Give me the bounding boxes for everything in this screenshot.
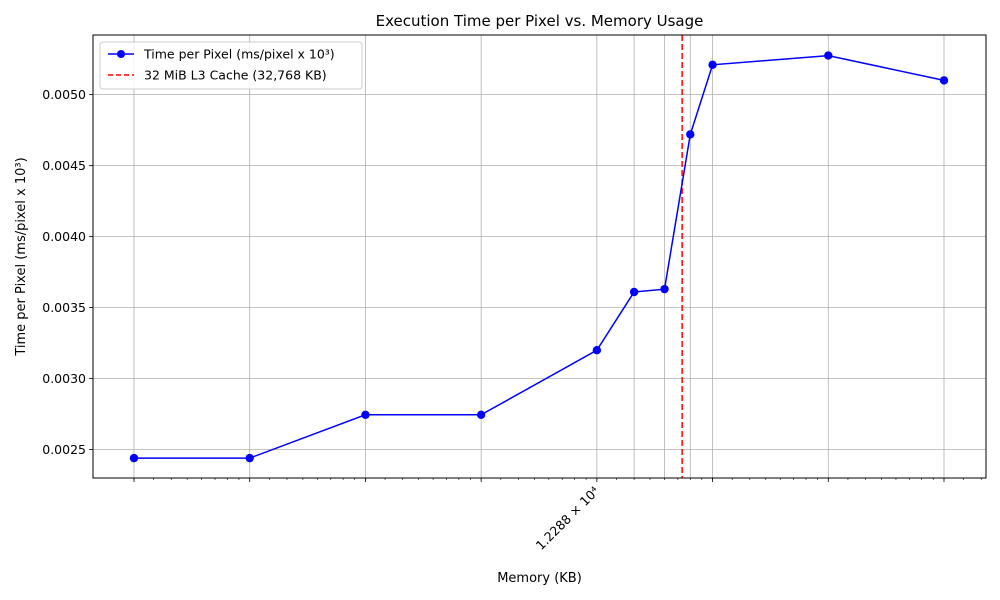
y-axis: 0.0025 0.0030 0.0035 0.0040 0.0045 0.0050 (42, 87, 93, 457)
y-tick-label: 0.0030 (42, 371, 86, 386)
data-point (592, 346, 602, 355)
data-point (129, 453, 139, 463)
plot-frame (92, 34, 987, 479)
grid (93, 35, 986, 478)
data-point (476, 410, 486, 420)
data-point (686, 130, 695, 139)
data-point (660, 284, 669, 294)
x-axis-title: Memory (KB) (497, 571, 582, 586)
y-tick-label: 0.0040 (42, 229, 86, 244)
y-tick-label: 0.0050 (42, 87, 86, 102)
legend-series-marker-swatch (117, 50, 125, 58)
data-point (245, 453, 254, 463)
y-axis-title: Time per Pixel (ms/pixel x 10³) (14, 157, 29, 356)
legend: Time per Pixel (ms/pixel x 10³) 32 MiB L… (99, 41, 363, 90)
y-tick-label: 0.0035 (42, 300, 86, 315)
data-point (939, 76, 949, 85)
chart-title: Execution Time per Pixel vs. Memory Usag… (376, 12, 704, 30)
data-point (824, 51, 833, 60)
series-layer (129, 51, 949, 463)
data-point (708, 60, 717, 70)
legend-box (99, 41, 363, 90)
y-tick-label: 0.0045 (42, 158, 86, 173)
y-tick-label: 0.0025 (42, 442, 86, 457)
legend-series-label: Time per Pixel (ms/pixel x 10³) (143, 47, 335, 62)
data-point (629, 287, 639, 297)
data-point (361, 410, 370, 420)
legend-reference-label: 32 MiB L3 Cache (32,768 KB) (144, 68, 327, 83)
